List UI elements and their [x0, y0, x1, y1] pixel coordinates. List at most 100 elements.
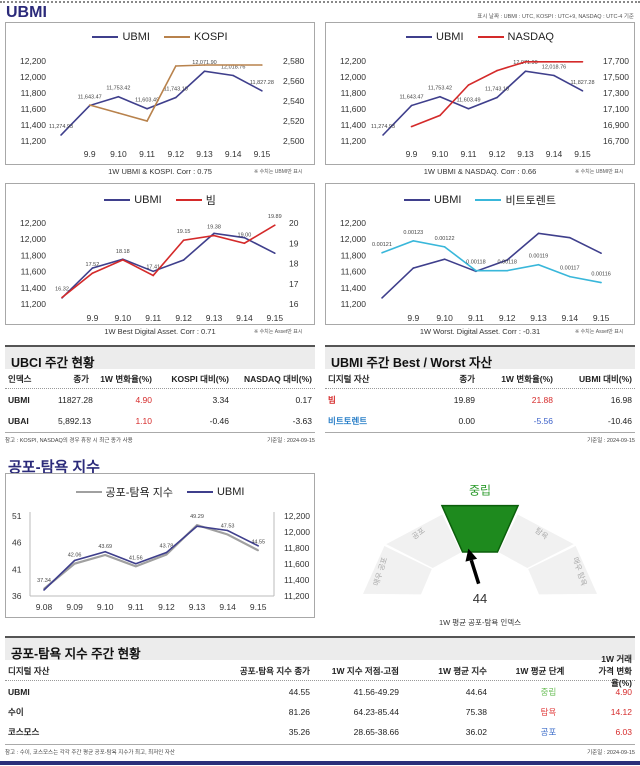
data-point	[165, 553, 168, 556]
data-point	[91, 272, 94, 275]
legend-label: 비트토렌트	[505, 195, 557, 207]
data-point	[196, 525, 198, 528]
data-point	[381, 297, 383, 299]
legend-item: KOSPI	[163, 31, 228, 43]
left-tick-label: 12,200	[20, 56, 46, 66]
data-point	[91, 267, 94, 269]
series-line-1	[43, 525, 259, 591]
data-label: 17.52	[86, 262, 100, 268]
cell: -5.56	[533, 416, 553, 426]
data-point	[43, 589, 45, 591]
data-point	[226, 529, 229, 532]
series-line-0	[382, 70, 583, 136]
data-point	[261, 64, 263, 66]
data-point	[600, 252, 602, 254]
chart-ubmi-nasdaq: 11,200 11,400 11,600 11,800 12,000 12,200 16,7…	[325, 22, 635, 165]
left-tick-label: 11,400	[21, 120, 47, 130]
legend-swatch	[175, 199, 202, 201]
legend-swatch	[186, 491, 213, 493]
cell: 19.89	[453, 395, 475, 405]
data-label: 47.53	[221, 524, 235, 530]
cell: UBAI	[8, 416, 29, 426]
left-tick-label: 11,600	[21, 104, 47, 114]
table-row: 코스모스 35.26 28.65-38.66 36.02 공포 6.03	[5, 722, 635, 742]
left-tick-label: 11,200	[341, 299, 367, 309]
cell: 35.26	[288, 727, 310, 737]
col-header: 인덱스	[8, 373, 32, 384]
data-point	[467, 84, 470, 86]
chart-svg: 11,200 11,400 11,600 11,800 12,000 12,200 16 17…	[20, 214, 299, 323]
legend-item: UBMI	[403, 192, 461, 208]
legend-swatch	[163, 36, 190, 38]
data-point	[537, 232, 540, 235]
top-divider	[0, 1, 640, 4]
data-point	[274, 252, 276, 254]
table-row: UBMI 44.55 41.56-49.29 44.64 중립 4.90	[5, 682, 635, 702]
x-tick-label: 9.09	[66, 602, 83, 612]
x-tick-label: 9.10	[110, 149, 127, 159]
data-point	[175, 65, 177, 67]
data-point	[524, 70, 527, 73]
legend-label: 공포-탐욕 지수	[105, 487, 173, 499]
gauge-caption: 1W 평균 공포-탐욕 인덱스	[439, 617, 521, 627]
x-tick-label: 9.12	[158, 602, 175, 612]
cell: 21.88	[531, 395, 553, 405]
legend-label: KOSPI	[193, 31, 228, 43]
right-tick-label: 17,100	[603, 104, 629, 114]
data-label: 18.18	[116, 249, 130, 255]
cell: 75.38	[465, 707, 487, 717]
x-tick-label: 9.13	[517, 149, 534, 159]
chart-note: ※ 수치는 UBMI만 표시	[254, 169, 303, 175]
cell: 4.90	[135, 395, 152, 405]
data-point	[581, 61, 584, 63]
table-footnote: 참고 : 수이, 코스모스는 각각 주간 평균 공포-탐욕 지수가 최고, 최저…	[5, 744, 635, 756]
right-tick-label: 17,500	[603, 72, 629, 82]
table-row: 빔 19.89 21.88 16.98	[325, 390, 635, 410]
data-point	[213, 234, 215, 237]
right-tick-label: 12,200	[284, 511, 310, 521]
col-header: 1W 변화율(%)	[100, 373, 152, 384]
legend-swatch	[92, 36, 119, 38]
left-tick-label: 11,600	[341, 104, 367, 114]
chart-svg: 11,200 11,400 11,600 11,800 12,000 12,200 16,7…	[340, 56, 629, 159]
data-point	[410, 125, 413, 128]
x-tick-label: 9.12	[499, 313, 516, 323]
chart-worst-asset: 11,200 11,400 11,600 11,800 12,000 12,200 9.9 9…	[325, 183, 635, 325]
timezone-note: 표시 날짜 : UBMI : UTC, KOSPI : UTC+9, NASDA…	[477, 14, 634, 20]
data-point	[175, 96, 177, 99]
data-label: 37.34	[37, 578, 51, 584]
data-point	[73, 562, 76, 565]
x-tick-label: 9.14	[225, 149, 242, 159]
cell: 4.90	[615, 687, 632, 697]
cell: 14.12	[610, 707, 632, 717]
legend-item: UBMI	[104, 192, 162, 208]
bestworst-header-row: 디지털 자산 종가 1W 변화율(%) UBMI 대비(%)	[325, 369, 635, 389]
data-point	[61, 296, 63, 299]
gauge-segment	[386, 514, 461, 569]
x-tick-label: 9.15	[574, 149, 591, 159]
cell: 코스모스	[8, 727, 40, 737]
series-line-1	[61, 224, 276, 299]
chart-best-asset: 11,200 11,400 11,600 11,800 12,000 12,200 16 17…	[5, 183, 315, 325]
cell: 비트토렌트	[328, 416, 368, 426]
data-point	[203, 70, 206, 73]
needle-arrow-icon	[465, 548, 478, 562]
data-point	[257, 549, 259, 552]
x-tick-label: 9.12	[489, 149, 506, 159]
chart-caption: 1W Best Digital Asset. Corr : 0.71	[104, 327, 216, 336]
cell: 1.10	[135, 416, 152, 426]
data-point	[257, 545, 259, 547]
data-label: 11,274.93	[371, 124, 395, 130]
legend-swatch	[475, 199, 502, 201]
table-row: UBAI 5,892.13 1.10 -0.46 -3.63	[5, 411, 315, 431]
col-header: 디지털 자산	[8, 665, 50, 676]
gauge-label: 중립	[469, 483, 491, 497]
chart-caption: 1W Worst. Digital Asset. Corr : -0.31	[419, 327, 541, 336]
data-point	[412, 267, 415, 269]
data-label: 11,827.28	[570, 80, 594, 86]
base-date: 기준일 : 2024-09-15	[267, 438, 315, 444]
x-tick-label: 9.9	[407, 313, 419, 323]
col-header: KOSPI 대비(%)	[171, 373, 229, 384]
data-label: 43.69	[98, 544, 112, 550]
